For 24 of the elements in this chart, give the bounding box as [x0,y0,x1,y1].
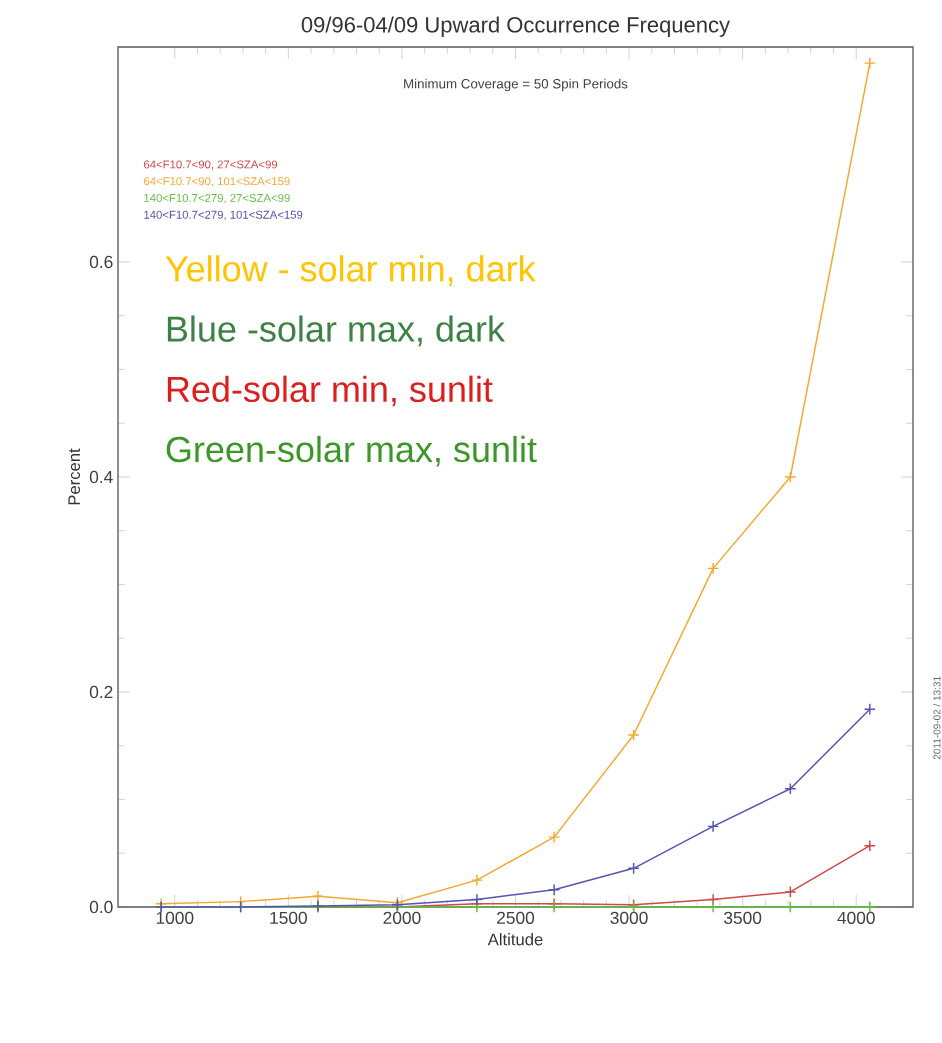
x-tick-label: 2000 [383,911,421,924]
y-tick-label: 0.0 [89,900,113,914]
x-tick-label: 3500 [724,911,762,924]
annotation: Minimum Coverage = 50 Spin Periods [404,78,628,92]
x-tick-label: 4000 [837,911,875,924]
annotation: Blue -solar max, dark [167,315,506,347]
annotation: Green-solar max, sunlit [166,435,537,467]
annotation: Yellow - solar min, dark [165,255,536,286]
y-axis-title: Percent [68,448,81,505]
x-tick-label: 3000 [610,911,648,924]
chart-title: 09/96-04/09 Upward Occurrence Frequency [301,16,730,37]
x-tick-label: 1500 [270,911,307,924]
x-tick-label: 1000 [156,911,194,924]
text: 140<F10.7<279, 27<SZA<99 [144,193,290,204]
y-tick-label: 0.4 [89,470,113,484]
x-tick-label: 2500 [497,911,535,924]
text: 2011-09-02 / 13:31 [933,676,941,760]
text: 64<F10.7<90, 101<SZA<159 [144,177,290,187]
y-tick-label: 0.6 [89,255,113,269]
annotation: Red-solar min, sunlit [167,375,493,407]
x-axis-title: Altitude [487,933,543,946]
text: 64<F10.7<90, 27<SZA<99 [144,160,278,170]
y-tick-label: 0.2 [89,685,113,699]
text: 140<F10.7<279, 101<SZA<159 [144,210,303,221]
